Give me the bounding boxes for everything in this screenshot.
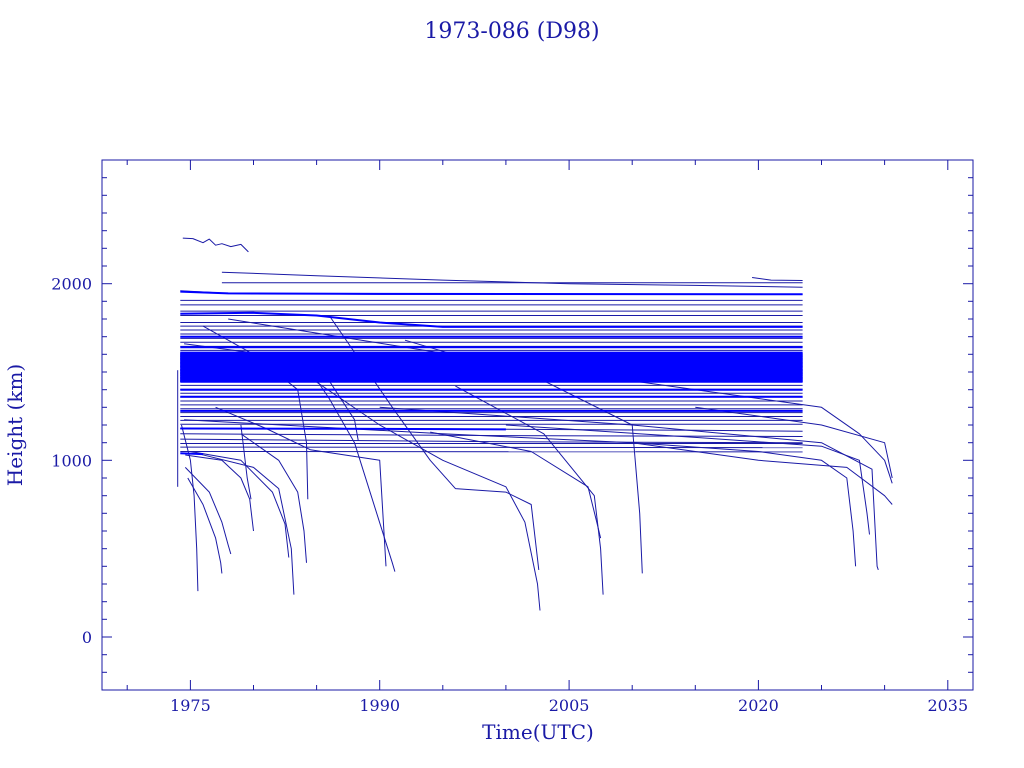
x-axis-label: Time(UTC)	[482, 720, 594, 744]
series-line	[291, 364, 541, 611]
series-line	[187, 477, 223, 574]
y-tick-label: 0	[82, 628, 92, 647]
series-line	[695, 406, 893, 479]
y-tick-label: 1000	[51, 451, 92, 470]
series-line	[180, 433, 803, 437]
series-line	[181, 424, 199, 592]
series-line	[505, 424, 870, 535]
series-line	[632, 442, 893, 505]
series-line	[752, 277, 803, 281]
x-tick-label: 2035	[927, 696, 968, 715]
series-line	[180, 452, 204, 456]
y-tick-label: 2000	[51, 275, 92, 294]
series-line	[215, 406, 387, 567]
series-line	[221, 271, 803, 288]
series-line	[184, 419, 857, 567]
x-tick-label: 1975	[170, 696, 211, 715]
series-line	[180, 290, 803, 296]
series-line	[328, 315, 540, 570]
tick-labels: 1975 1990 2005 2020 2035 0 1000 2000	[51, 275, 968, 715]
series-line	[430, 431, 602, 539]
series-line	[184, 467, 232, 555]
series-line	[182, 237, 249, 253]
plot-frame	[101, 159, 974, 691]
series-line	[455, 385, 604, 595]
series-line	[180, 311, 803, 328]
series-line	[180, 438, 803, 444]
x-tick-label: 2020	[738, 696, 779, 715]
x-tick-label: 2005	[549, 696, 590, 715]
series-layer	[177, 237, 893, 611]
series-line	[180, 427, 506, 431]
y-axis-label: Height (km)	[3, 364, 27, 486]
series-line	[240, 424, 252, 500]
chart-title: 1973-086 (D98)	[424, 19, 599, 44]
x-tick-label: 1990	[359, 696, 400, 715]
axis-ticks	[102, 160, 973, 690]
series-line	[190, 451, 290, 558]
series-line	[240, 433, 307, 563]
series-line	[185, 454, 254, 532]
series-line	[303, 361, 396, 572]
series-line	[196, 452, 295, 595]
series-line	[180, 446, 803, 449]
series-line	[379, 406, 879, 571]
